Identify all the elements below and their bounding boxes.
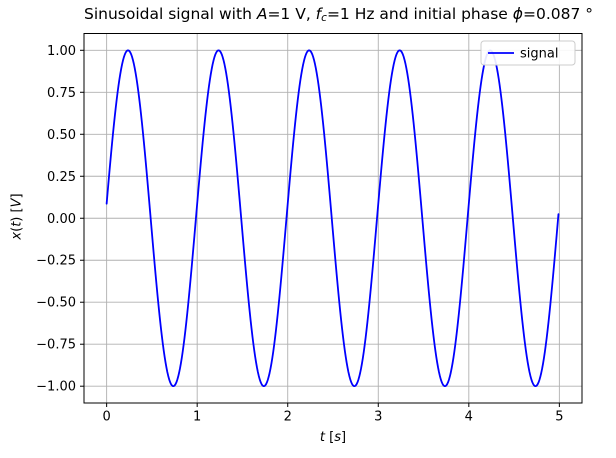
text-segment: A	[256, 5, 268, 23]
text-segment: ϕ	[512, 5, 524, 23]
signal-line	[105, 49, 560, 388]
text-segment: s	[334, 430, 342, 445]
text-segment: (	[9, 226, 25, 232]
text-segment: =0.087 °	[523, 5, 594, 23]
text-segment: x	[9, 231, 25, 240]
y-tick-label: −0.50	[36, 296, 76, 311]
y-tick-label: 1.00	[47, 44, 76, 59]
legend-label: signal	[520, 47, 558, 62]
text-segment: ]	[9, 193, 25, 199]
text-segment: ) [	[9, 207, 25, 222]
y-axis-label: x(t) [V]	[10, 157, 25, 277]
chart-title: Sinusoidal signal with A=1 V, fc=1 Hz an…	[84, 5, 593, 25]
y-tick-label: 0.25	[47, 170, 76, 185]
x-tick-label: 3	[374, 410, 382, 425]
text-segment: =1 Hz and initial phase	[326, 5, 513, 23]
y-tick-label: −1.00	[36, 380, 76, 395]
x-tick-label: 2	[284, 410, 292, 425]
text-segment: V	[9, 198, 25, 208]
text-segment: [	[325, 430, 335, 445]
text-segment: t	[9, 221, 25, 227]
text-segment: ]	[341, 430, 347, 445]
legend-box	[480, 40, 576, 66]
text-segment: t	[319, 430, 326, 445]
y-tick-label: −0.75	[36, 338, 76, 353]
x-tick-label: 5	[555, 410, 563, 425]
x-tick-label: 4	[465, 410, 473, 425]
y-tick-label: 0.00	[47, 212, 76, 227]
text-segment: c	[321, 12, 327, 25]
legend: signal	[480, 40, 576, 66]
text-segment: =1 V,	[267, 5, 316, 23]
text-segment: Sinusoidal signal with	[84, 5, 257, 23]
x-tick-label: 0	[102, 410, 110, 425]
y-tick-label: 0.75	[47, 86, 76, 101]
text-segment: f	[315, 5, 322, 23]
y-tick-label: −0.25	[36, 254, 76, 269]
x-tick-label: 1	[193, 410, 201, 425]
x-axis-label: t [s]	[84, 430, 582, 445]
y-tick-label: 0.50	[47, 128, 76, 143]
